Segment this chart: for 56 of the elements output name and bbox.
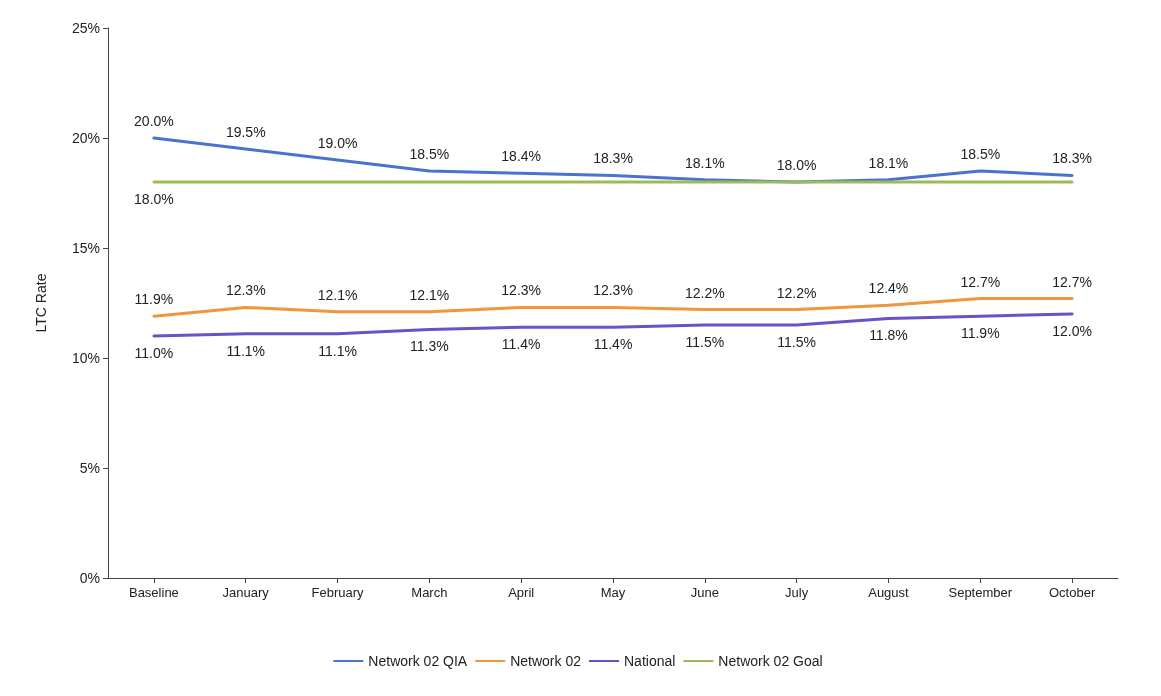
x-tick-label: May — [600, 585, 626, 600]
y-tick-label: 20% — [71, 130, 100, 146]
data-label: 11.0% — [134, 345, 174, 361]
data-label: 11.4% — [593, 336, 633, 353]
data-label: 12.7% — [1052, 273, 1092, 290]
data-label: 11.4% — [501, 336, 541, 353]
legend-label: Network 02 QIA — [368, 653, 468, 669]
data-label: 18.1% — [868, 154, 909, 171]
x-tick-label: April — [508, 585, 535, 600]
x-tick-label: Baseline — [128, 585, 179, 600]
y-tick-label: 25% — [71, 20, 100, 36]
data-label: 18.3% — [593, 150, 633, 167]
y-tick-label: 5% — [79, 460, 100, 476]
data-label: 18.1% — [684, 154, 725, 171]
y-tick-label: 10% — [71, 350, 100, 366]
data-label: 19.5% — [225, 124, 266, 140]
data-label: 12.0% — [1052, 323, 1092, 339]
data-label: 11.3% — [410, 338, 449, 355]
x-tick-label: January — [222, 585, 270, 600]
data-label: 12.7% — [960, 273, 1001, 290]
data-label: 11.8% — [869, 327, 908, 344]
data-label: 11.1% — [318, 342, 357, 359]
data-label: 12.3% — [501, 282, 542, 299]
y-tick-label: 15% — [71, 240, 100, 256]
x-tick-label: June — [690, 585, 719, 600]
data-label: 12.3% — [225, 282, 266, 299]
x-tick-label: August — [868, 585, 910, 600]
data-label: 12.1% — [409, 286, 450, 303]
data-label: 19.0% — [317, 135, 358, 151]
y-tick-label: 0% — [79, 570, 100, 586]
x-tick-label: September — [948, 585, 1013, 600]
data-label: 12.4% — [868, 280, 909, 297]
data-label: 11.9% — [960, 325, 1000, 342]
data-label: 18.5% — [960, 146, 1001, 162]
data-label: 18.5% — [409, 146, 450, 162]
data-label: 12.2% — [684, 284, 725, 301]
x-tick-label: October — [1048, 585, 1096, 600]
data-label: 20.0% — [134, 113, 174, 129]
data-label: 18.3% — [1052, 150, 1092, 167]
data-label: 12.2% — [776, 284, 817, 301]
data-label: 12.1% — [317, 286, 358, 303]
data-label: 11.1% — [226, 342, 266, 359]
data-label: 12.3% — [593, 282, 633, 299]
x-tick-label: February — [311, 585, 365, 600]
legend-label: Network 02 — [510, 653, 582, 669]
legend-label: Network 02 Goal — [718, 653, 823, 669]
data-label: 11.5% — [777, 334, 816, 350]
data-label: 11.9% — [134, 291, 174, 308]
data-label: 18.4% — [501, 148, 542, 165]
y-axis-title: LTC Rate — [33, 273, 49, 333]
data-label: 18.0% — [134, 191, 174, 207]
data-label: 18.0% — [776, 157, 817, 173]
data-label: 11.5% — [685, 334, 725, 350]
x-tick-label: July — [785, 585, 809, 600]
x-tick-label: March — [411, 585, 448, 600]
legend-label: National — [623, 653, 676, 669]
